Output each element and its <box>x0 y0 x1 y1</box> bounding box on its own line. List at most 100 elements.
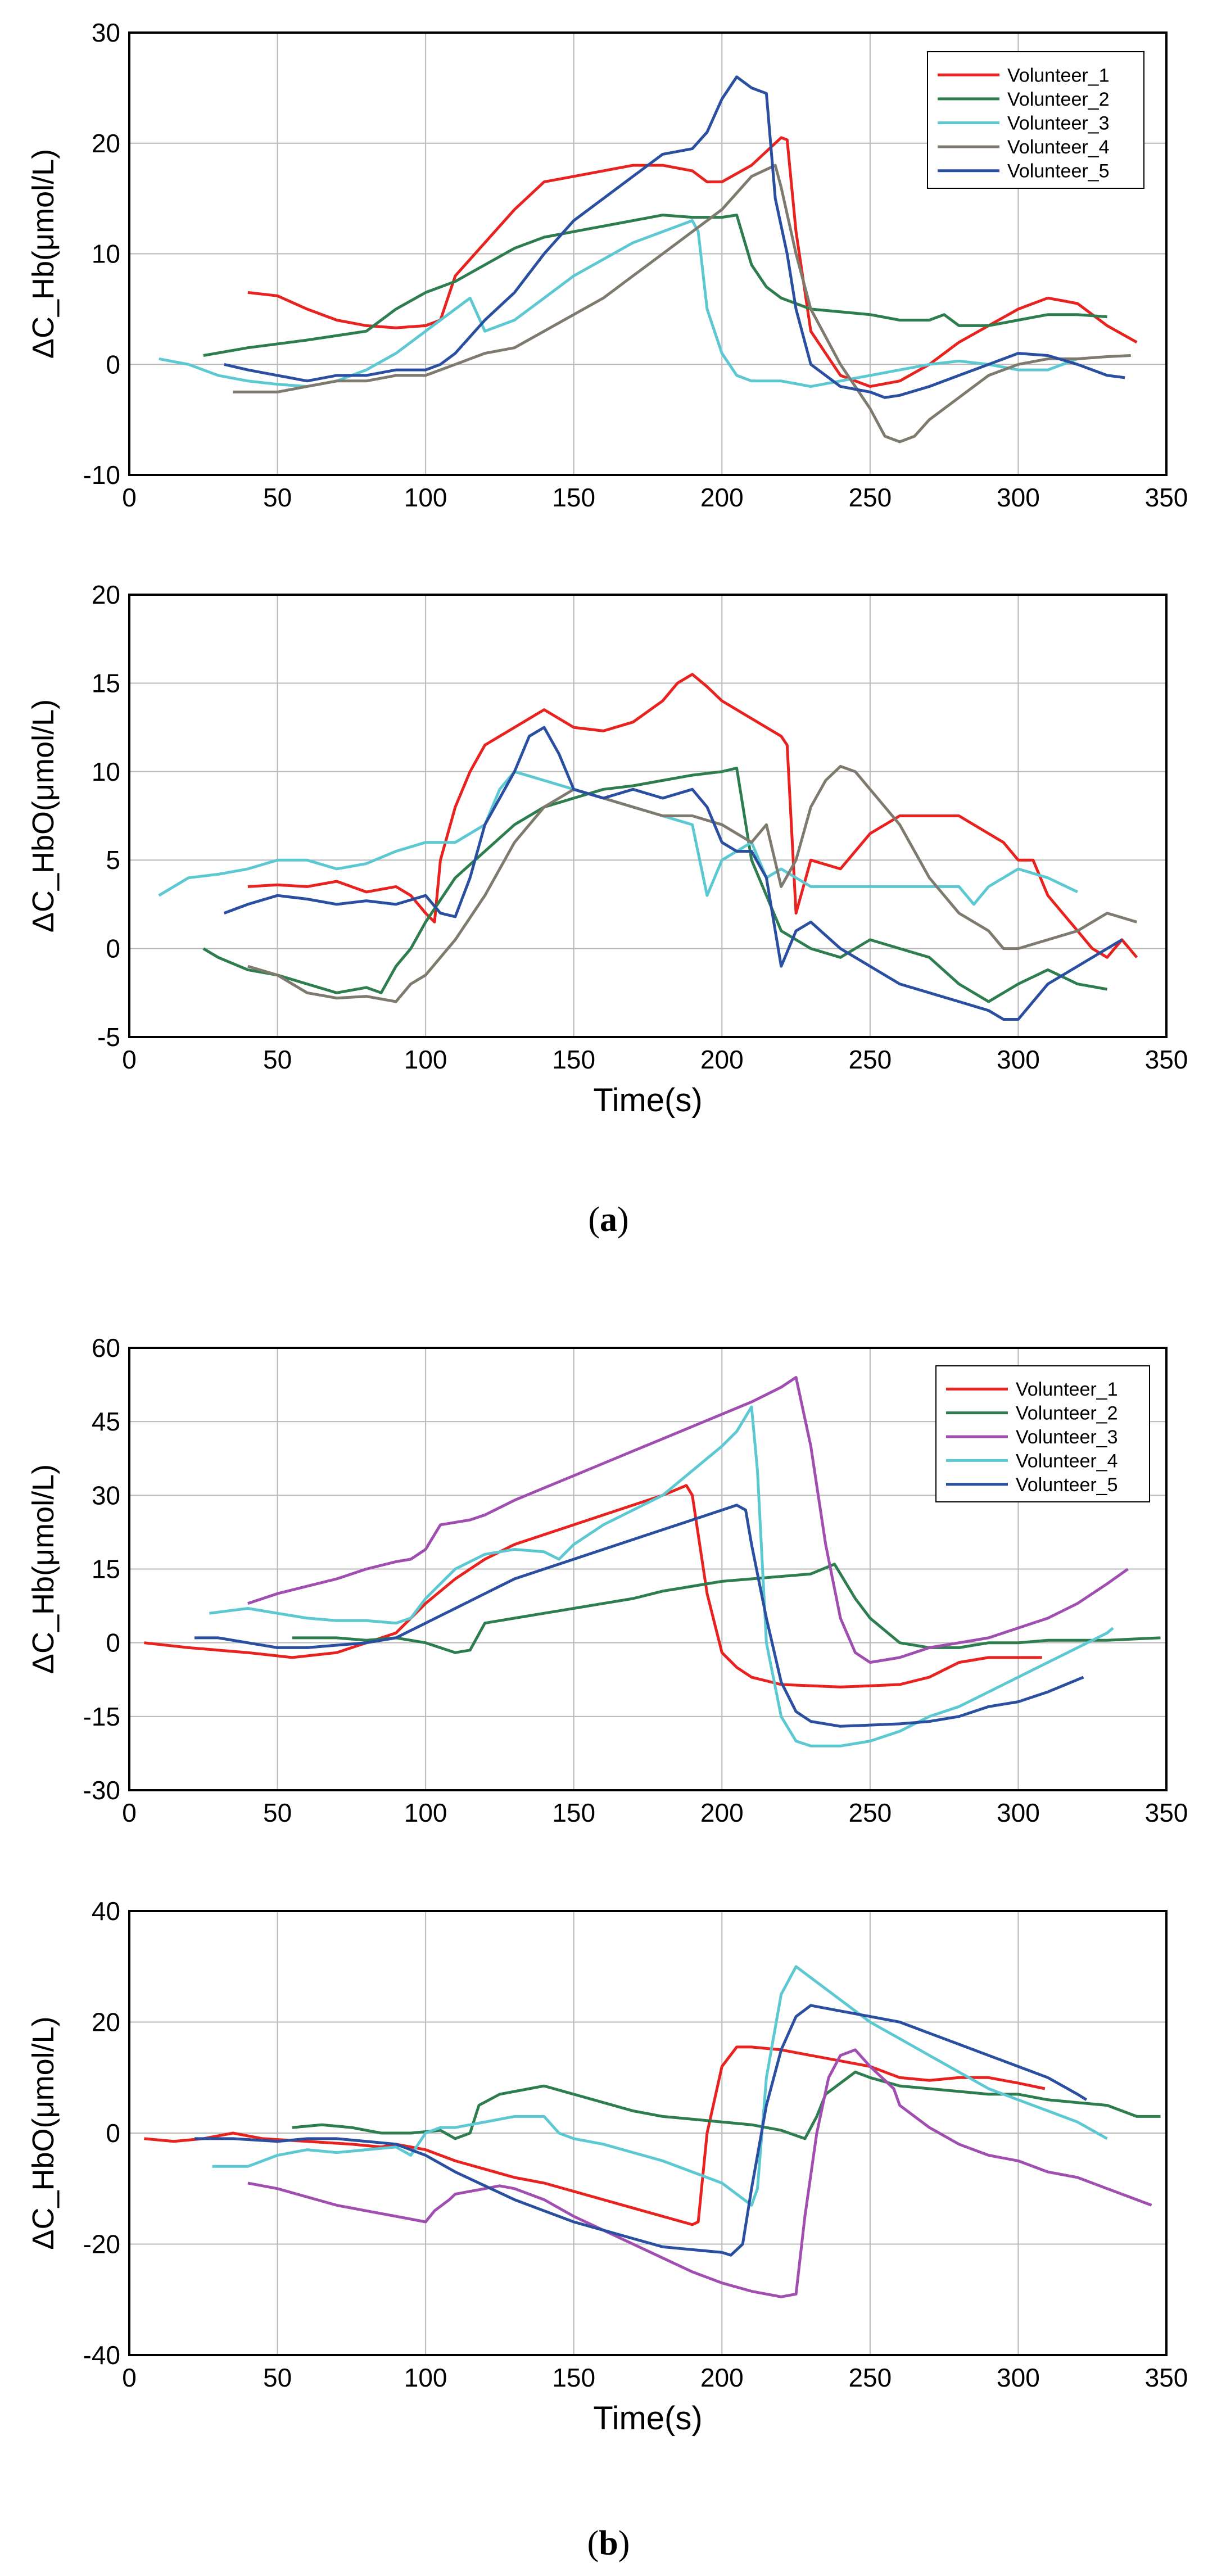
legend: Volunteer_1Volunteer_2Volunteer_3Volunte… <box>935 1365 1150 1502</box>
y-tick-label: 0 <box>106 350 120 379</box>
y-tick-label: 20 <box>92 2008 120 2037</box>
series-line-volunteer-4 <box>212 1965 1108 2207</box>
y-tick-label: 5 <box>106 845 120 875</box>
x-tick-label: 300 <box>997 483 1040 512</box>
series-line-volunteer-5 <box>194 1504 1084 1728</box>
series-line-volunteer-4 <box>209 1405 1114 1747</box>
chart-b-hb: 0 50 100 150 200 250 300 350 -30 -15 0 15 30 45 60 ΔC_H… <box>26 1333 1188 1827</box>
x-tick-label: 200 <box>700 2363 744 2392</box>
y-tick-label: -40 <box>83 2340 120 2370</box>
x-tick-label: 100 <box>404 1045 447 1074</box>
legend-label: Volunteer_1 <box>1016 1379 1118 1400</box>
legend-label: Volunteer_2 <box>1016 1403 1118 1424</box>
x-tick-label: 300 <box>997 1045 1040 1074</box>
y-axis-title: ΔC_HbO(μmol/L) <box>26 699 60 932</box>
plot-frame <box>128 31 1168 476</box>
plot-frame <box>128 1347 1168 1791</box>
x-tick-label: 200 <box>700 1045 744 1074</box>
x-tick-label: 300 <box>997 2363 1040 2392</box>
x-tick-label: 150 <box>552 2363 595 2392</box>
x-tick-label: 350 <box>1145 1045 1188 1074</box>
y-tick-label: 15 <box>92 1555 120 1584</box>
y-tick-label: 10 <box>92 757 120 786</box>
y-axis-title: ΔC_Hb(μmol/L) <box>26 1464 60 1674</box>
legend-label: Volunteer_5 <box>1016 1474 1118 1496</box>
x-tick-label: 150 <box>552 483 595 512</box>
series-line-volunteer-3 <box>247 2048 1152 2298</box>
legend: Volunteer_1 Volunteer_2 Volunteer_3 Volunte… <box>927 51 1144 189</box>
x-tick-label: 0 <box>122 483 137 512</box>
y-tick-label: 15 <box>92 668 120 698</box>
x-tick-label: 0 <box>122 1798 137 1827</box>
legend-label: Volunteer_3 <box>1007 113 1110 134</box>
y-tick-label: -20 <box>83 2230 120 2259</box>
series-line-volunteer-5 <box>223 726 1123 1021</box>
x-tick-label: 250 <box>848 1798 892 1827</box>
x-tick-label: 0 <box>122 1045 137 1074</box>
series-line-volunteer-1 <box>144 2045 1046 2226</box>
chart-a-hbo: 0 50 100 150 200 250 300 350-505101520ΔC_HbO(μm… <box>26 580 1188 1119</box>
series-line-volunteer-2 <box>202 767 1108 1003</box>
series-line-volunteer-3 <box>247 1376 1129 1664</box>
series-line-volunteer-2 <box>292 1563 1161 1654</box>
y-tick-label: 10 <box>92 239 120 269</box>
y-tick-label: 60 <box>92 1333 120 1362</box>
y-tick-label: 30 <box>92 18 120 47</box>
legend-label: Volunteer_4 <box>1007 137 1110 158</box>
x-tick-label: 250 <box>848 1045 892 1074</box>
x-axis-title: Time(s) <box>593 2400 702 2437</box>
x-tick-label: 350 <box>1145 1798 1188 1827</box>
x-tick-label: 100 <box>404 2363 447 2392</box>
y-tick-label: -30 <box>83 1776 120 1805</box>
chart-b-hbo: 0 50 100 150 200 250 300 350 -40 -20 0 20 40 ΔC_HbO(μ… <box>26 1896 1188 2437</box>
legend-box <box>927 51 1144 189</box>
chart-a-hb: 0 50 100 150 200 250 300 350-100102030ΔC_Hb(μmo… <box>26 18 1188 512</box>
y-tick-label: 20 <box>92 129 120 158</box>
series-line-volunteer-1 <box>247 136 1138 388</box>
series-line-volunteer-1 <box>144 1484 1042 1688</box>
y-tick-label: 30 <box>92 1481 120 1510</box>
x-tick-label: 250 <box>848 2363 892 2392</box>
x-tick-label: 50 <box>263 2363 292 2392</box>
legend-label: Volunteer_2 <box>1007 89 1110 110</box>
legend-label: Volunteer_4 <box>1016 1450 1118 1472</box>
y-axis-title: ΔC_Hb(μmol/L) <box>26 149 60 359</box>
x-tick-label: 350 <box>1145 2363 1188 2392</box>
y-tick-label: 20 <box>92 580 120 609</box>
x-tick-label: 150 <box>552 1045 595 1074</box>
y-tick-label: 0 <box>106 2118 120 2148</box>
y-tick-label: 40 <box>92 1896 120 1926</box>
y-axis-title: ΔC_HbO(μmol/L) <box>26 2016 60 2249</box>
plot-frame <box>128 1910 1168 2356</box>
x-tick-label: 150 <box>552 1798 595 1827</box>
x-tick-label: 200 <box>700 483 744 512</box>
series-line-volunteer-5 <box>224 75 1125 399</box>
legend-label: Volunteer_5 <box>1007 161 1110 182</box>
x-tick-label: 50 <box>263 483 292 512</box>
y-tick-label: -15 <box>83 1702 120 1731</box>
y-tick-label: -5 <box>97 1022 120 1052</box>
x-tick-label: 100 <box>404 1798 447 1827</box>
x-tick-label: 0 <box>122 2363 137 2392</box>
y-tick-label: -10 <box>83 460 120 490</box>
panel-a-caption: (a) <box>588 1201 629 1239</box>
series-line-volunteer-3 <box>158 770 1078 906</box>
series-line-volunteer-4 <box>247 764 1138 1003</box>
x-tick-label: 50 <box>263 1798 292 1827</box>
series-line-volunteer-2 <box>292 2070 1161 2140</box>
legend-label: Volunteer_3 <box>1016 1427 1118 1448</box>
series-line-volunteer-5 <box>194 2004 1088 2257</box>
plot-frame <box>128 594 1168 1038</box>
x-tick-label: 250 <box>848 483 892 512</box>
x-tick-label: 350 <box>1145 483 1188 512</box>
x-tick-label: 50 <box>263 1045 292 1074</box>
x-tick-label: 300 <box>997 1798 1040 1827</box>
series-line-volunteer-1 <box>247 673 1138 959</box>
series-line-volunteer-4 <box>233 164 1131 443</box>
legend-label: Volunteer_1 <box>1007 65 1110 86</box>
y-tick-label: 0 <box>106 1628 120 1658</box>
y-tick-label: 0 <box>106 934 120 963</box>
x-axis-title: Time(s) <box>593 1082 702 1119</box>
y-tick-label: 45 <box>92 1407 120 1436</box>
